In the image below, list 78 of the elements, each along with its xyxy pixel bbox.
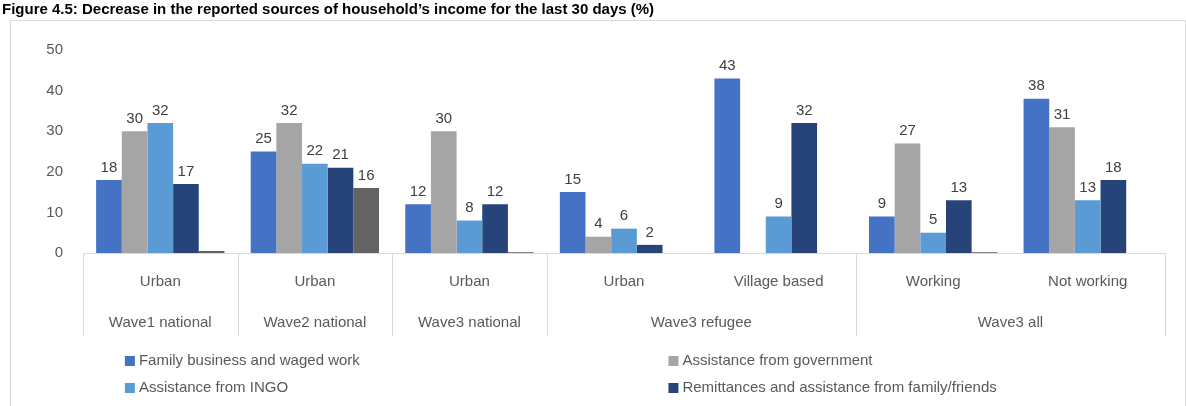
data-label: 8 bbox=[465, 198, 474, 216]
data-label: 25 bbox=[255, 129, 272, 147]
bar bbox=[302, 163, 328, 253]
data-label: 15 bbox=[564, 169, 582, 187]
data-label: 9 bbox=[774, 194, 783, 212]
bar bbox=[611, 228, 637, 253]
bar bbox=[173, 183, 199, 253]
bar bbox=[276, 123, 303, 253]
legend-label: Family business and waged work bbox=[138, 351, 361, 369]
y-tick-label: 40 bbox=[46, 80, 63, 98]
x-tick-label: Urban bbox=[603, 272, 645, 290]
legend-label: Assistance from INGO bbox=[138, 378, 289, 396]
data-label: 2 bbox=[645, 222, 654, 240]
bar bbox=[1100, 179, 1127, 253]
bar bbox=[250, 151, 277, 253]
x-tick-label: Not working bbox=[1048, 272, 1128, 290]
x-tick-label: Village based bbox=[733, 272, 824, 290]
bar bbox=[121, 131, 148, 253]
data-label: 9 bbox=[877, 194, 886, 212]
text: Wave3 refugee bbox=[650, 313, 752, 331]
chart-title: Figure 4.5: Decrease in the reported sources of household’s income for the last 30 days (%) bbox=[2, 0, 655, 18]
data-label: 16 bbox=[357, 165, 375, 183]
data-label: 32 bbox=[151, 100, 169, 118]
data-label: 12 bbox=[486, 181, 504, 199]
bar bbox=[945, 200, 972, 253]
text: Wave1 national bbox=[108, 313, 212, 331]
y-tick-label: 10 bbox=[46, 202, 63, 220]
bar bbox=[920, 232, 946, 253]
bar bbox=[1049, 127, 1075, 253]
bar bbox=[96, 179, 122, 253]
data-label: 27 bbox=[899, 121, 916, 139]
bar bbox=[198, 250, 225, 253]
y-tick-label: 0 bbox=[54, 243, 63, 261]
text: Wave2 national bbox=[263, 313, 367, 331]
bar bbox=[791, 123, 818, 253]
y-tick-label: 50 bbox=[46, 40, 63, 58]
bar bbox=[559, 192, 586, 253]
bar bbox=[430, 131, 457, 253]
bar bbox=[869, 216, 895, 253]
bar bbox=[1074, 200, 1101, 253]
bar bbox=[456, 220, 483, 253]
data-label: 5 bbox=[928, 210, 938, 228]
bar bbox=[894, 143, 921, 253]
text: Wave3 national bbox=[418, 313, 521, 331]
bar bbox=[405, 204, 431, 253]
data-label: 30 bbox=[126, 108, 143, 126]
text: Wave3 all bbox=[977, 313, 1044, 331]
bar bbox=[765, 216, 792, 253]
bar bbox=[585, 236, 612, 253]
data-label: 17 bbox=[177, 161, 195, 179]
data-label: 12 bbox=[409, 181, 427, 199]
data-label: 32 bbox=[280, 100, 298, 118]
data-label: 6 bbox=[619, 206, 629, 224]
data-label: 21 bbox=[332, 145, 349, 163]
data-label: 22 bbox=[306, 141, 324, 159]
data-label: 38 bbox=[1028, 76, 1045, 94]
data-label: 43 bbox=[718, 56, 736, 74]
data-label: 4 bbox=[594, 214, 603, 232]
data-label: 18 bbox=[100, 157, 118, 175]
bar bbox=[1023, 98, 1050, 253]
bar bbox=[353, 188, 379, 253]
data-label: 32 bbox=[795, 100, 813, 118]
data-label: 30 bbox=[435, 108, 453, 126]
data-label: 13 bbox=[950, 177, 968, 195]
x-tick-label: Urban bbox=[294, 272, 336, 290]
y-tick-label: 20 bbox=[46, 161, 63, 179]
bar bbox=[147, 123, 174, 253]
bar bbox=[636, 244, 663, 253]
bar bbox=[327, 167, 354, 253]
legend-label: Remittances and assistance from family/friends bbox=[682, 378, 997, 396]
x-tick-label: Urban bbox=[449, 272, 490, 290]
x-tick-label: Urban bbox=[139, 272, 181, 290]
x-tick-label: Working bbox=[905, 272, 961, 290]
data-label: 13 bbox=[1079, 177, 1097, 195]
bar bbox=[482, 204, 508, 253]
legend-label: Assistance from government bbox=[682, 351, 874, 369]
y-tick-label: 30 bbox=[46, 121, 63, 139]
bar bbox=[714, 78, 741, 253]
